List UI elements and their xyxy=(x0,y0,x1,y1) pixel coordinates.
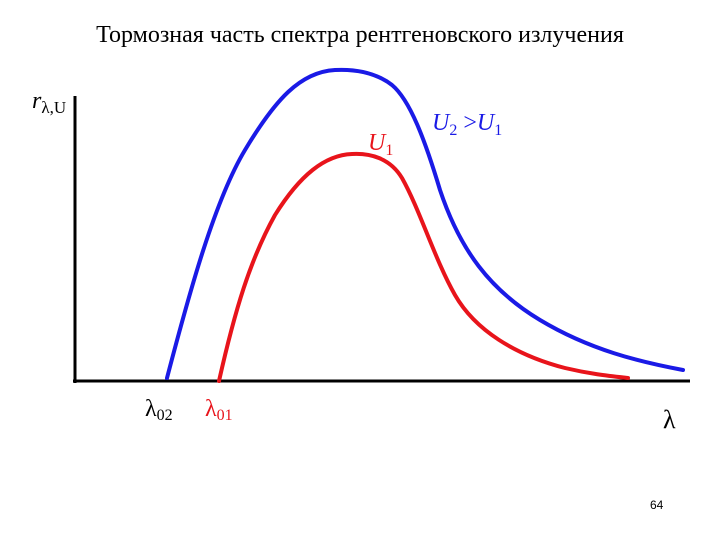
cutoff-label-lambda01: λ01 xyxy=(205,396,233,424)
relation-label: U2 >U1 xyxy=(432,110,502,139)
slide-title: Тормозная часть спектра рентгеновского и… xyxy=(96,22,624,48)
cutoff-label-lambda02: λ02 xyxy=(145,396,173,424)
y-axis-label: rλ,U xyxy=(32,88,66,117)
page-number: 64 xyxy=(650,498,664,512)
x-axis-label: λ xyxy=(663,405,676,434)
curve-u2 xyxy=(165,67,685,380)
curve-label-u1: U1 xyxy=(368,130,393,159)
curve-u1 xyxy=(217,151,630,383)
